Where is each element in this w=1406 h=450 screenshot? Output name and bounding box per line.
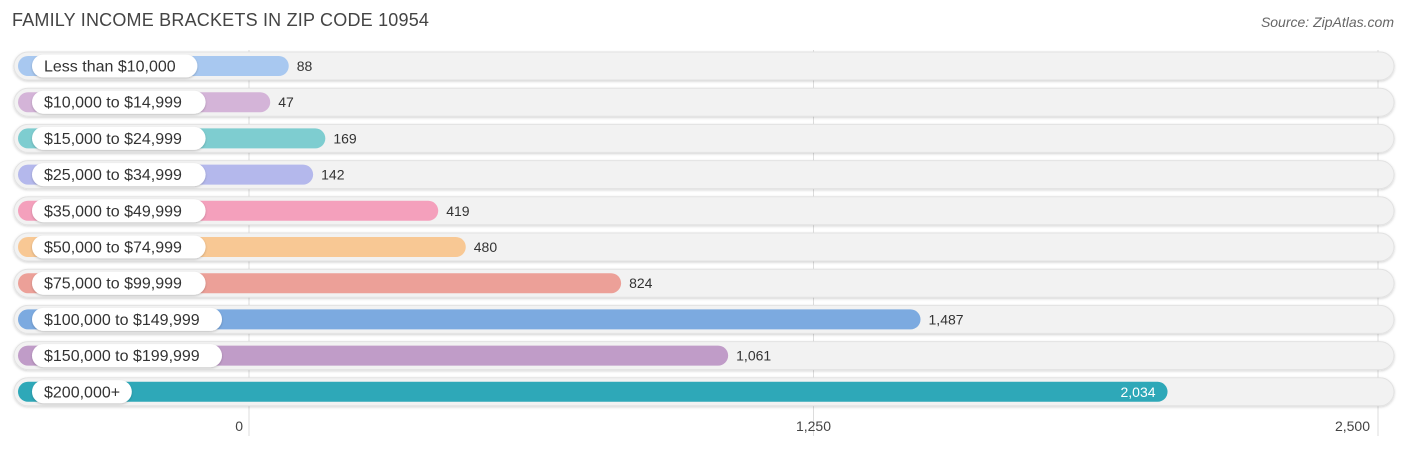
source-note: Source: ZipAtlas.com	[1260, 14, 1394, 30]
bar-track	[13, 123, 1395, 153]
category-label: $50,000 to $74,999	[44, 240, 182, 257]
value-label: 47	[278, 94, 294, 110]
x-tick-label: 1,250	[796, 418, 831, 434]
category-label-pill	[32, 380, 132, 404]
value-label: 1,061	[736, 348, 771, 364]
category-label: Less than $10,000	[44, 59, 176, 76]
category-label-pill	[32, 271, 206, 295]
category-label: $100,000 to $149,999	[44, 312, 200, 329]
chart-title: FAMILY INCOME BRACKETS IN ZIP CODE 10954	[12, 10, 430, 30]
category-label-pill	[32, 90, 206, 114]
category-label-pill	[32, 54, 198, 78]
category-label: $75,000 to $99,999	[44, 276, 182, 293]
category-label-pill	[32, 199, 206, 223]
bar-rows: Less than $10,000 88 $10,000 to $14,999 47 $…	[13, 51, 1395, 407]
bar	[18, 309, 921, 330]
value-label: 419	[446, 203, 470, 219]
value-label: 480	[474, 239, 498, 255]
bar	[18, 381, 1168, 402]
x-axis-ticks: 0 1,250 2,500	[235, 418, 1370, 434]
category-label: $15,000 to $24,999	[44, 131, 182, 148]
category-label-pill	[32, 126, 206, 150]
category-label: $35,000 to $49,999	[44, 203, 182, 220]
bar-track	[13, 51, 1395, 81]
bar-track	[13, 160, 1395, 190]
category-label: $10,000 to $14,999	[44, 95, 182, 112]
category-label: $150,000 to $199,999	[44, 348, 200, 365]
category-label-pill	[32, 307, 222, 331]
category-label-pill	[32, 235, 206, 259]
bar-track	[13, 87, 1395, 117]
value-label: 1,487	[929, 311, 964, 327]
category-label: $200,000+	[44, 384, 120, 401]
value-label: 169	[333, 130, 357, 146]
value-label: 142	[321, 167, 345, 183]
x-tick-label: 0	[235, 418, 243, 434]
category-label-pill	[32, 163, 206, 187]
value-label: 88	[297, 58, 313, 74]
value-label: 2,034	[1121, 384, 1156, 400]
category-label-pill	[32, 344, 222, 368]
category-label: $25,000 to $34,999	[44, 167, 182, 184]
value-label: 824	[629, 275, 653, 291]
x-tick-label: 2,500	[1335, 418, 1370, 434]
